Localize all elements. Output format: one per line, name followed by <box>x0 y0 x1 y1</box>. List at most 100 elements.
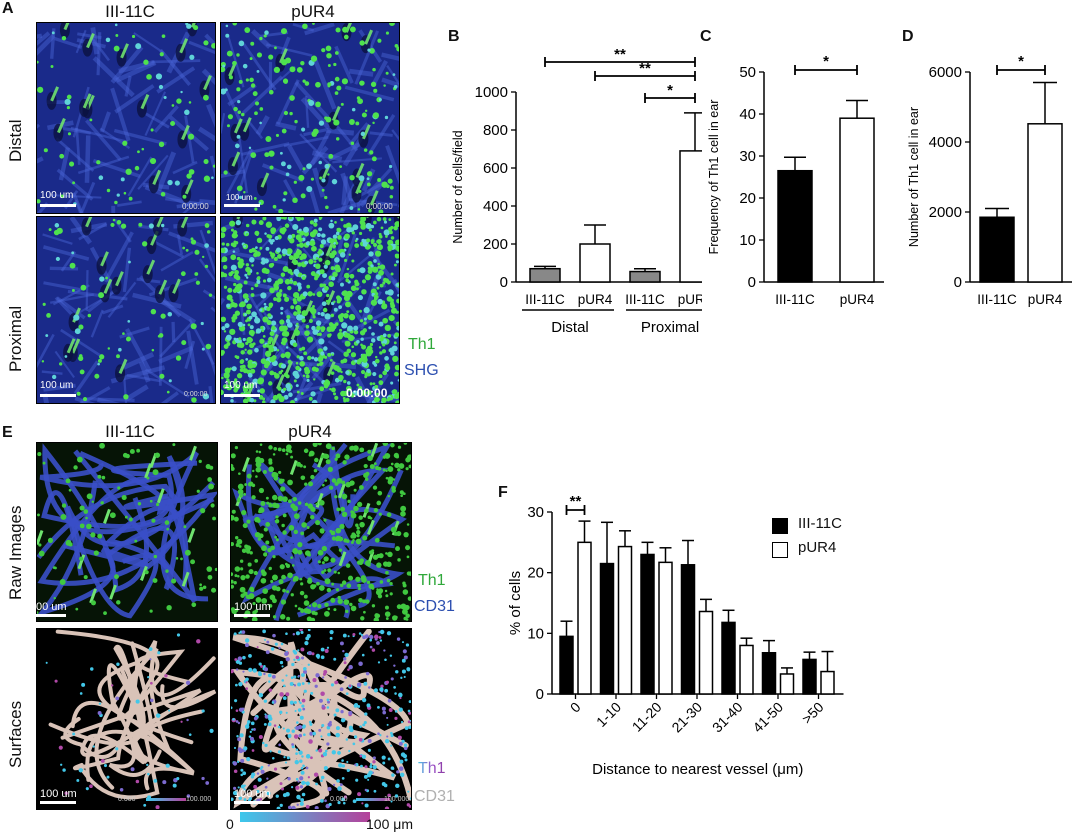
channel-label-th1-raw: Th1 <box>418 572 446 589</box>
bar <box>979 216 1015 283</box>
y-tick-label: 30 <box>527 504 544 521</box>
panel-e-col-title-1: III-11C <box>105 422 155 441</box>
significance-label: * <box>1018 53 1024 70</box>
scale-bar <box>234 801 270 804</box>
scale-label: 100 um <box>234 788 271 800</box>
panel-a-col-title-2: pUR4 <box>291 2 335 21</box>
y-tick-label: 20 <box>527 565 544 582</box>
y-tick-label: 200 <box>483 236 508 253</box>
panel-e-row-title-surfaces: Surfaces <box>6 700 25 768</box>
scale-bar <box>224 394 260 397</box>
significance-label: ** <box>614 46 626 63</box>
bar <box>1027 123 1063 283</box>
legend-label-pur4: pUR4 <box>798 539 837 556</box>
channel-label-cd31-raw: CD31 <box>414 598 455 615</box>
bar <box>698 610 714 695</box>
bar <box>577 541 592 695</box>
bar <box>658 561 673 695</box>
x-tick-label: pUR4 <box>1028 292 1063 307</box>
panel-label-d: D <box>902 28 914 45</box>
bar <box>640 553 655 695</box>
panel-a-row-title-distal: Distal <box>6 119 25 162</box>
x-axis-label: Distance to nearest vessel (μm) <box>592 761 803 778</box>
small-colorbar-max: 100.000 <box>384 796 410 803</box>
y-tick-label: 10 <box>739 232 756 249</box>
x-tick-label: 31-40 <box>709 699 746 736</box>
channel-label-th1: Th1 <box>408 336 436 353</box>
y-tick-label: 2000 <box>929 204 962 221</box>
y-tick-label: 800 <box>483 122 508 139</box>
bar <box>779 673 795 695</box>
y-axis-label: % of cells <box>507 571 524 635</box>
micrograph-distal-iii11c <box>36 22 216 214</box>
small-colorbar <box>356 798 390 801</box>
micrograph-proximal-pur4 <box>220 216 400 404</box>
channel-label-th1-surface-text: Th1 <box>418 760 446 777</box>
panel-label-f: F <box>498 484 508 501</box>
timestamp: 0:00:00 <box>182 202 209 211</box>
x-tick-label: 11-20 <box>629 699 665 735</box>
scale-bar <box>40 801 76 804</box>
micrograph-surfaces-pur4 <box>230 628 412 810</box>
significance-label: * <box>667 82 673 99</box>
bar <box>839 117 875 283</box>
x-tick-label: 0 <box>567 699 584 716</box>
panel-label-a: A <box>2 0 14 17</box>
scale-label: 00 um <box>36 601 67 613</box>
bar <box>559 635 574 695</box>
scale-bar <box>40 394 76 397</box>
panel-label-c: C <box>700 28 712 45</box>
scale-label: 100 um <box>226 193 253 202</box>
scale-label: 100 um <box>234 601 271 613</box>
x-tick-label: III-11C <box>625 292 665 307</box>
channel-label-th1-surface: Th1 <box>418 760 446 778</box>
x-tick-label: 21-30 <box>668 699 705 736</box>
bar <box>777 169 813 283</box>
x-tick-label: 1-10 <box>593 699 624 730</box>
bar <box>529 267 561 283</box>
bar-chart-f: 0 10 20 30 % of cells 0 1-10 11-20 21-30 31-40 41-… <box>507 493 844 778</box>
panel-label-e: E <box>2 424 13 441</box>
bar <box>599 562 615 695</box>
x-tick-label: pUR4 <box>678 292 702 307</box>
y-tick-label: 400 <box>483 198 508 215</box>
small-colorbar-max: 100.000 <box>186 796 212 803</box>
micrograph-proximal-iii11c <box>36 216 216 404</box>
micrograph-raw-pur4 <box>230 442 412 622</box>
scale-bar <box>224 204 260 207</box>
distance-colorbar <box>240 812 370 822</box>
distance-colorbar-min: 0 <box>226 816 234 832</box>
bar-chart-c: 0 10 20 30 40 50 Frequency of Th1 cell in ear I… <box>707 53 884 307</box>
legend-swatch-pur4 <box>772 542 788 558</box>
micrograph-distal-pur4 <box>220 22 400 214</box>
bar <box>579 243 611 283</box>
y-axis-label: Frequency of Th1 cell in ear <box>707 100 721 255</box>
legend-f: III-11C pUR4 <box>772 510 912 570</box>
x-tick-label: III-11C <box>977 292 1017 307</box>
bar <box>617 545 633 695</box>
y-tick-label: 1000 <box>475 84 508 101</box>
channel-label-cd31-surface: CD31 <box>414 788 455 805</box>
panel-a-row-title-proximal: Proximal <box>6 305 25 372</box>
small-colorbar-min: 0.000 <box>330 796 348 803</box>
x-tick-label: III-11C <box>775 292 815 307</box>
y-tick-label: 0 <box>500 274 508 291</box>
scale-bar <box>234 614 270 617</box>
x-tick-label: 41-50 <box>749 699 786 736</box>
scale-label: 100 um <box>40 190 74 201</box>
y-tick-label: 40 <box>739 106 756 123</box>
group-label: Proximal <box>641 319 699 336</box>
small-colorbar <box>146 798 186 801</box>
timestamp: 0:00:00 <box>366 202 393 211</box>
legend-swatch-iii11c <box>772 518 788 534</box>
micrograph-raw-iii11c <box>36 442 218 622</box>
legend-label-iii11c: III-11C <box>798 515 842 532</box>
x-tick-label: >50 <box>799 699 827 727</box>
scale-label: 100 um <box>224 380 258 391</box>
y-tick-label: 0 <box>536 686 544 703</box>
channel-label-shg: SHG <box>404 362 439 379</box>
bar <box>820 670 835 695</box>
bar <box>679 150 702 283</box>
scale-label: 100 um <box>40 380 74 391</box>
y-tick-label: 4000 <box>929 134 962 151</box>
